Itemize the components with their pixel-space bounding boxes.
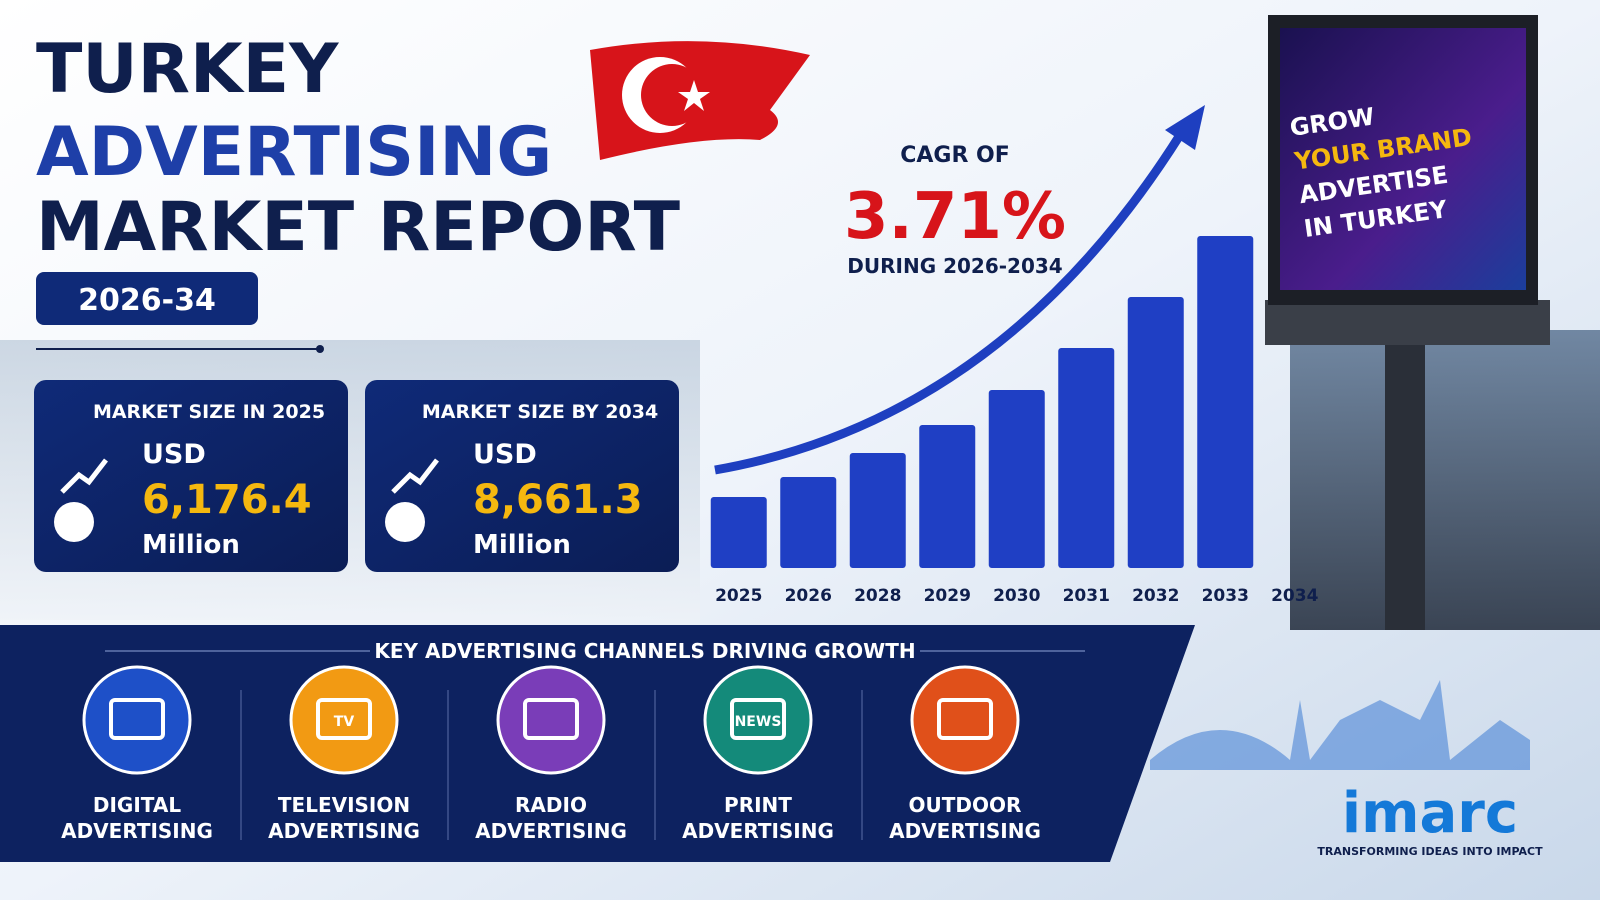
channel-label: ADVERTISING (889, 819, 1041, 843)
channel-label: ADVERTISING (475, 819, 627, 843)
cagr-period: DURING 2026-2034 (847, 254, 1062, 278)
title-line: ADVERTISING (36, 113, 552, 192)
channel-glyph (316, 698, 372, 740)
channel-label: RADIO (515, 793, 587, 817)
channel-glyph (730, 698, 786, 740)
cagr-prefix: CAGR OF (900, 143, 1010, 168)
amount: 6,176.4 (142, 477, 312, 523)
currency: USD (142, 439, 206, 470)
flag-star (678, 80, 710, 111)
channel-icon-text: TV (334, 714, 355, 730)
title-line: MARKET REPORT (36, 188, 681, 267)
flag-crescent (641, 64, 703, 126)
channel-icon (289, 665, 399, 775)
market-label: MARKET SIZE IN 2025 (93, 401, 325, 423)
brand-tagline: TRANSFORMING IDEAS INTO IMPACT (1317, 845, 1543, 858)
channel-label: ADVERTISING (682, 819, 834, 843)
cagr-value: 3.71% (844, 180, 1066, 254)
channels-title: KEY ADVERTISING CHANNELS DRIVING GROWTH (374, 639, 915, 663)
growth-arrowhead (1165, 105, 1205, 150)
channel-label: PRINT (724, 793, 792, 817)
currency: USD (473, 439, 537, 470)
market-box (34, 380, 348, 572)
city (1290, 330, 1600, 630)
brand-name: imarc (1342, 781, 1518, 846)
x-tick-label: 2029 (924, 586, 971, 606)
channel-glyph (109, 698, 165, 740)
growth-icon (391, 458, 439, 494)
bar (1127, 297, 1184, 568)
amount: 8,661.3 (473, 477, 643, 523)
x-tick-label: 2031 (1063, 586, 1110, 606)
unit: Million (142, 530, 240, 560)
channel-label: DIGITAL (93, 793, 181, 817)
channel-label: ADVERTISING (268, 819, 420, 843)
channel-label: OUTDOOR (909, 793, 1022, 817)
dollar-icon (385, 502, 425, 542)
unit: Million (473, 530, 571, 560)
channel-glyph (523, 698, 579, 740)
bar (988, 390, 1045, 568)
x-tick-label: 2034 (1271, 586, 1318, 606)
market-box (365, 380, 679, 572)
bar (710, 497, 767, 568)
channel-glyph (937, 698, 993, 740)
billboard-screen (1280, 28, 1526, 290)
channel-icon (496, 665, 606, 775)
market-label: MARKET SIZE BY 2034 (422, 401, 658, 423)
period: 2026-34 (78, 283, 216, 318)
channel-label: TELEVISION (278, 793, 410, 817)
x-tick-label: 2028 (854, 586, 901, 606)
x-tick-label: 2030 (993, 586, 1040, 606)
bar (919, 425, 976, 568)
period-badge (36, 272, 258, 325)
divider-dot (316, 345, 324, 353)
channel-icon (703, 665, 813, 775)
x-tick-label: 2025 (715, 586, 762, 606)
skyline (1150, 680, 1530, 770)
billboard-pole (1385, 300, 1425, 630)
bar (849, 453, 906, 568)
bar (1058, 348, 1115, 568)
growth-icon (60, 458, 108, 494)
channel-icon-text: NEWS (735, 714, 782, 730)
x-tick-label: 2033 (1202, 586, 1249, 606)
x-tick-label: 2026 (785, 586, 832, 606)
channel-label: ADVERTISING (61, 819, 213, 843)
channel-icon (82, 665, 192, 775)
growth-arrow (714, 132, 1184, 475)
bar (780, 477, 837, 568)
billboard-base (1265, 300, 1550, 345)
x-tick-label: 2032 (1132, 586, 1179, 606)
title-line: TURKEY (36, 30, 339, 109)
bar (1197, 236, 1254, 568)
dollar-icon (54, 502, 94, 542)
channel-icon (910, 665, 1020, 775)
